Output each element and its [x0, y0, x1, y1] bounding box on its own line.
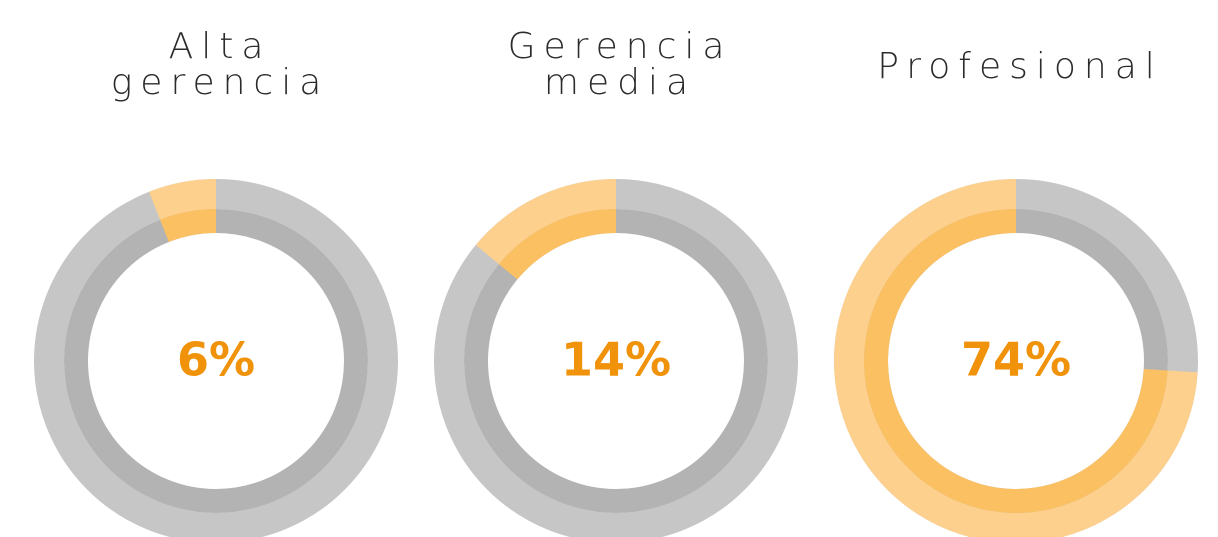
chart-title: Profesional: [877, 46, 1163, 87]
donut-segment-inner: [160, 209, 216, 242]
donut-value-label: 6%: [177, 333, 255, 387]
donut-segment-inner: [498, 209, 616, 280]
chart-title: Gerencia: [508, 26, 733, 67]
donut-value-label: 74%: [961, 333, 1071, 387]
chart-title: gerencia: [111, 62, 330, 103]
donut-segment-outer: [475, 179, 616, 265]
chart-title: media: [544, 62, 696, 103]
donut-value-label: 14%: [561, 333, 671, 387]
donut-segment-outer: [149, 179, 216, 220]
chart-title: Alta: [169, 26, 272, 67]
